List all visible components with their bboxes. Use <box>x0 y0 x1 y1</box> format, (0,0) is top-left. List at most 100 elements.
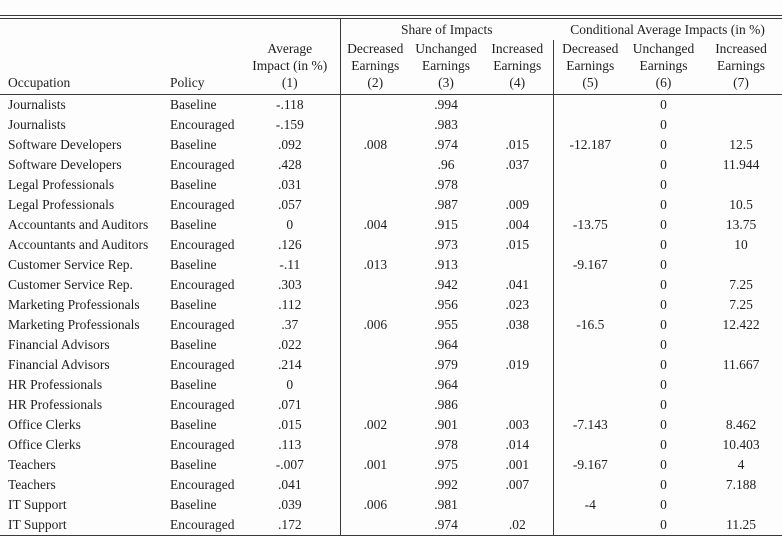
cell-share-increased-earnings: .019 <box>505 357 530 372</box>
cell-conditional-unchanged-earnings: 0 <box>660 217 667 232</box>
cell-conditional-unchanged-earnings: 0 <box>660 377 667 392</box>
cell-average-impact: .031 <box>277 177 302 192</box>
cell-average-impact: .214 <box>277 357 302 372</box>
cell-share-decreased-earnings <box>339 195 411 215</box>
cell-share-decreased-earnings: .013 <box>339 255 411 275</box>
cell-occupation: Accountants and Auditors <box>8 237 149 252</box>
cell-policy: Encouraged <box>170 237 235 252</box>
cell-share-increased-earnings <box>482 175 553 195</box>
cell-share-increased-earnings <box>482 95 553 116</box>
table-row: Legal Professionals Encouraged .057 .987 .00… <box>0 195 782 215</box>
cell-share-unchanged-earnings: .915 <box>434 217 458 232</box>
cell-share-unchanged-earnings: .978 <box>434 437 458 452</box>
table-row: Marketing Professionals Encouraged .37 .006… <box>0 315 782 335</box>
cell-share-decreased-earnings <box>339 375 411 395</box>
cell-share-increased-earnings <box>482 495 553 515</box>
table-row: Customer Service Rep. Encouraged .303 .942.… <box>0 275 782 295</box>
cell-conditional-decreased-earnings: -12.187 <box>552 135 628 155</box>
group-header-row: Share of Impacts Conditional Average Imp… <box>0 17 782 40</box>
cell-conditional-increased-earnings <box>700 495 782 515</box>
cell-share-increased-earnings: .009 <box>505 197 530 212</box>
cell-policy: Baseline <box>170 417 217 432</box>
cell-conditional-increased-earnings: 7.25 <box>729 277 753 292</box>
cell-average-impact: 0 <box>286 217 294 232</box>
cell-occupation: Teachers <box>8 477 56 492</box>
cell-occupation: Teachers <box>8 457 56 472</box>
cell-share-unchanged-earnings: .901 <box>434 417 458 432</box>
cell-conditional-decreased-earnings <box>552 295 628 315</box>
cell-share-unchanged-earnings: .983 <box>434 117 458 132</box>
cell-conditional-decreased-earnings: -16.5 <box>552 315 628 335</box>
column-header-conditional-decreased-earnings: Decreased Earnings (5) <box>552 40 628 95</box>
cell-share-decreased-earnings: .002 <box>339 415 411 435</box>
table-header: Share of Impacts Conditional Average Imp… <box>0 17 782 95</box>
header-line: (4) <box>509 75 526 90</box>
cell-share-decreased-earnings: .006 <box>339 495 411 515</box>
group-header-empty <box>0 17 340 40</box>
cell-conditional-decreased-earnings <box>552 475 628 495</box>
table-row: IT Support Encouraged .172 .974 .02 0 11.25 <box>0 515 782 536</box>
cell-conditional-decreased-earnings <box>552 115 628 135</box>
header-line: (7) <box>733 75 749 90</box>
cell-average-impact: .113 <box>278 437 302 452</box>
cell-share-unchanged-earnings: .955 <box>434 317 458 332</box>
cell-conditional-decreased-earnings: -13.75 <box>552 215 628 235</box>
cell-policy: Encouraged <box>170 157 235 172</box>
cell-share-decreased-earnings <box>339 475 411 495</box>
column-header-conditional-unchanged-earnings: Unchanged Earnings (6) <box>627 40 701 95</box>
cell-share-increased-earnings: .037 <box>505 157 530 172</box>
table-row: Teachers Encouraged .041 .992 .007 0 7.188 <box>0 475 782 495</box>
cell-policy: Encouraged <box>170 117 235 132</box>
group-header-conditional-average-impacts: Conditional Average Impacts (in %) <box>570 21 765 37</box>
table-row: Marketing Professionals Baseline .112 .956.… <box>0 295 782 315</box>
cell-occupation: Software Developers <box>8 157 122 172</box>
cell-occupation: HR Professionals <box>8 397 103 412</box>
cell-average-impact: .022 <box>277 337 302 352</box>
table-row: Journalists Encouraged -.159 .983 0 <box>0 115 782 135</box>
cell-share-unchanged-earnings: .913 <box>434 257 458 272</box>
cell-conditional-decreased-earnings <box>552 515 628 536</box>
cell-conditional-unchanged-earnings: 0 <box>660 297 667 312</box>
header-line: Policy <box>170 75 205 90</box>
cell-conditional-unchanged-earnings: 0 <box>660 137 667 152</box>
header-line: Unchanged <box>415 41 477 56</box>
cell-policy: Encouraged <box>170 437 235 452</box>
cell-policy: Baseline <box>170 337 217 352</box>
results-table: Share of Impacts Conditional Average Imp… <box>0 15 782 536</box>
cell-conditional-increased-earnings: 11.944 <box>722 157 760 172</box>
cell-share-unchanged-earnings: .979 <box>434 357 458 372</box>
cell-conditional-unchanged-earnings: 0 <box>660 157 667 172</box>
cell-average-impact: 0 <box>286 377 294 392</box>
cell-share-decreased-earnings <box>339 275 411 295</box>
cell-occupation: Legal Professionals <box>8 197 115 212</box>
cell-conditional-decreased-earnings: -4 <box>552 495 628 515</box>
cell-average-impact: .112 <box>278 297 302 312</box>
cell-policy: Baseline <box>170 377 217 392</box>
table-row: Legal Professionals Baseline .031 .978 0 <box>0 175 782 195</box>
table-row: IT Support Baseline .039 .006 .981 -4 0 <box>0 495 782 515</box>
cell-conditional-decreased-earnings: -9.167 <box>552 455 628 475</box>
table-row: Journalists Baseline -.118 .994 0 <box>0 94 782 116</box>
header-line: (5) <box>582 75 599 90</box>
cell-share-increased-earnings: .007 <box>505 477 530 492</box>
cell-share-decreased-earnings <box>339 395 411 415</box>
column-header-share-decreased-earnings: Decreased Earnings (2) <box>339 40 411 95</box>
cell-average-impact: -.118 <box>275 97 304 112</box>
cell-share-decreased-earnings <box>339 155 411 175</box>
cell-conditional-unchanged-earnings: 0 <box>660 457 667 472</box>
cell-share-increased-earnings: .003 <box>505 417 530 432</box>
cell-share-increased-earnings: .001 <box>505 457 530 472</box>
cell-conditional-decreased-earnings: -7.143 <box>552 415 628 435</box>
cell-conditional-unchanged-earnings: 0 <box>660 337 667 352</box>
cell-share-unchanged-earnings: .973 <box>434 237 458 252</box>
cell-share-increased-earnings: .004 <box>505 217 530 232</box>
header-line: Unchanged <box>632 41 695 56</box>
cell-share-unchanged-earnings: .994 <box>434 97 458 112</box>
cell-conditional-decreased-earnings <box>552 155 628 175</box>
cell-conditional-unchanged-earnings: 0 <box>660 477 667 492</box>
column-header-row: Occupation Policy Average Impact (in %) … <box>0 40 782 95</box>
cell-policy: Baseline <box>170 97 217 112</box>
cell-occupation: Financial Advisors <box>8 337 110 352</box>
cell-occupation: Legal Professionals <box>8 177 115 192</box>
